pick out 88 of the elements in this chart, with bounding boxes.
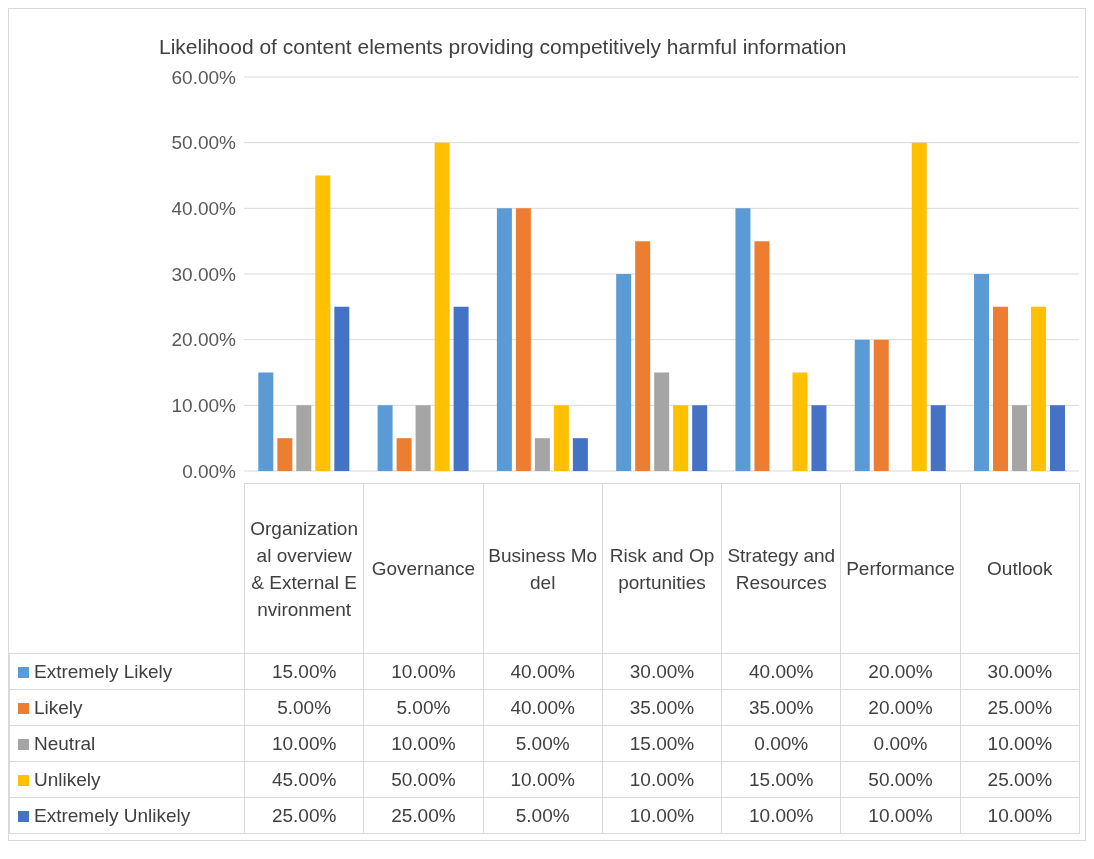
data-label: 30.00% xyxy=(960,653,1080,690)
bar xyxy=(673,405,689,471)
bar xyxy=(434,142,450,471)
data-label: 5.00% xyxy=(363,689,484,726)
legend-label: Unlikely xyxy=(9,761,245,798)
data-label: 10.00% xyxy=(244,725,364,762)
x-tick-label: Strategy and Resources xyxy=(721,483,841,654)
data-label: 10.00% xyxy=(363,725,484,762)
y-tick-label: 40.00% xyxy=(171,198,237,220)
data-label: 20.00% xyxy=(840,689,961,726)
bar xyxy=(315,175,331,471)
bar xyxy=(296,405,312,471)
data-label: 10.00% xyxy=(483,761,603,798)
bar xyxy=(811,405,827,471)
data-label: 20.00% xyxy=(840,653,961,690)
bar xyxy=(1050,405,1066,471)
data-label: 5.00% xyxy=(483,797,603,834)
legend-label: Extremely Likely xyxy=(9,653,245,690)
bar xyxy=(496,208,512,471)
data-label: 40.00% xyxy=(721,653,841,690)
bar xyxy=(1012,405,1028,471)
bar xyxy=(415,405,431,471)
x-tick-label: Performance xyxy=(840,483,961,654)
bar xyxy=(993,306,1009,471)
x-tick-label: Risk and Opportunities xyxy=(602,483,722,654)
data-label: 40.00% xyxy=(483,689,603,726)
data-label: 40.00% xyxy=(483,653,603,690)
bar xyxy=(377,405,393,471)
y-tick-label: 10.00% xyxy=(171,395,237,417)
y-tick-label: 0.00% xyxy=(182,460,237,482)
data-label: 15.00% xyxy=(602,725,722,762)
bar xyxy=(334,306,350,471)
bar xyxy=(616,274,632,471)
bar xyxy=(635,241,651,471)
bar xyxy=(930,405,946,471)
data-label: 10.00% xyxy=(721,797,841,834)
legend-label: Likely xyxy=(9,689,245,726)
x-tick-label: Outlook xyxy=(960,483,1080,654)
y-tick-label: 30.00% xyxy=(171,263,237,285)
bar xyxy=(258,372,274,471)
data-label: 5.00% xyxy=(483,725,603,762)
bar xyxy=(873,339,889,471)
bar xyxy=(692,405,708,471)
data-label: 25.00% xyxy=(960,761,1080,798)
data-label: 15.00% xyxy=(244,653,364,690)
bar xyxy=(277,438,293,471)
x-tick-label: Business Model xyxy=(483,483,603,654)
data-label: 50.00% xyxy=(840,761,961,798)
bar xyxy=(572,438,588,471)
y-tick-label: 50.00% xyxy=(171,132,237,154)
x-tick-label: Organizational overview & External Environment xyxy=(244,483,364,654)
y-tick-label: 20.00% xyxy=(171,329,237,351)
bar xyxy=(735,208,751,471)
data-label: 5.00% xyxy=(244,689,364,726)
bar xyxy=(911,142,927,471)
bar xyxy=(553,405,569,471)
data-label: 10.00% xyxy=(840,797,961,834)
data-label: 45.00% xyxy=(244,761,364,798)
legend-label: Neutral xyxy=(9,725,245,762)
data-label: 35.00% xyxy=(721,689,841,726)
data-label: 15.00% xyxy=(721,761,841,798)
data-label: 25.00% xyxy=(960,689,1080,726)
bar xyxy=(515,208,531,471)
x-tick-label: Governance xyxy=(363,483,484,654)
legend-label: Extremely Unlikely xyxy=(9,797,245,834)
bar xyxy=(754,241,770,471)
bar xyxy=(654,372,670,471)
data-label: 10.00% xyxy=(960,725,1080,762)
data-label: 10.00% xyxy=(602,797,722,834)
bar xyxy=(974,274,990,471)
data-label: 50.00% xyxy=(363,761,484,798)
data-label: 30.00% xyxy=(602,653,722,690)
bar xyxy=(854,339,870,471)
data-label: 10.00% xyxy=(602,761,722,798)
bar xyxy=(792,372,808,471)
data-label: 25.00% xyxy=(363,797,484,834)
data-label: 25.00% xyxy=(244,797,364,834)
y-tick-label: 60.00% xyxy=(171,66,237,88)
data-label: 10.00% xyxy=(363,653,484,690)
bar xyxy=(534,438,550,471)
bar xyxy=(453,306,469,471)
chart-title: Likelihood of content elements providing competitively harmful information xyxy=(158,34,848,60)
data-label: 0.00% xyxy=(721,725,841,762)
data-label: 0.00% xyxy=(840,725,961,762)
data-label: 10.00% xyxy=(960,797,1080,834)
bar xyxy=(396,438,412,471)
data-label: 35.00% xyxy=(602,689,722,726)
bar xyxy=(1031,306,1047,471)
